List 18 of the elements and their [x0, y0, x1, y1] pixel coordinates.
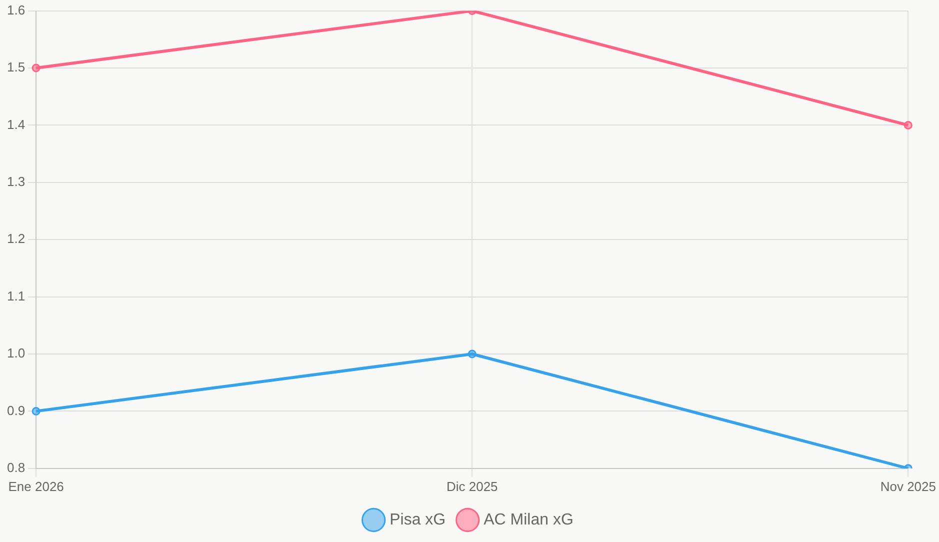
point [904, 120, 912, 130]
point [32, 406, 40, 416]
y-tick-label: 1.4 [6, 116, 26, 132]
legend-label: Pisa xG [390, 511, 446, 528]
x-tick-label: Ene 2026 [8, 478, 64, 494]
y-tick-label: 0.9 [6, 402, 26, 418]
y-tick-label: 1.1 [6, 288, 26, 304]
x-tick-label: Dic 2025 [446, 478, 498, 494]
y-tick-label: 0.8 [6, 460, 26, 475]
legend-label: AC Milan xG [484, 511, 574, 528]
y-tick-label: 1.2 [6, 231, 26, 246]
y-tick-label: 1.6 [6, 2, 26, 18]
y-tick-label: 1.5 [6, 60, 26, 75]
x-tick-label: Nov 2025 [880, 478, 936, 494]
point [32, 64, 40, 72]
point [468, 350, 476, 358]
y-tick-label: 1.0 [6, 346, 26, 361]
y-tick-label: 1.3 [6, 174, 26, 189]
